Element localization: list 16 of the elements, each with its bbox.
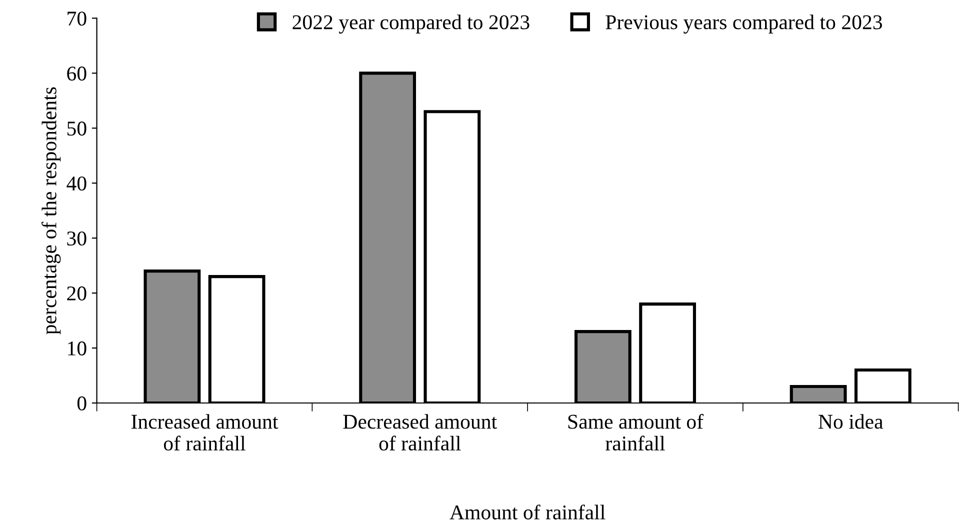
legend-label: 2022 year compared to 2023 xyxy=(292,14,530,34)
x-tick-label: Decreased amount of rainfall xyxy=(343,414,497,451)
y-tick-label: 50 xyxy=(67,122,86,136)
y-tick-label: 70 xyxy=(68,12,86,26)
x-axis-title: Amount of rainfall xyxy=(450,504,606,520)
y-tick-label: 10 xyxy=(68,341,86,356)
y-tick-label: 0 xyxy=(77,396,86,410)
y-axis-title: percentage of the respondents xyxy=(42,87,61,334)
y-tick-label: 40 xyxy=(66,176,86,191)
y-tick-label: 60 xyxy=(67,66,86,81)
y-tick-label: 30 xyxy=(67,231,86,246)
y-tick-label: 20 xyxy=(67,286,86,300)
x-tick-label: Same amount of rainfall xyxy=(568,414,704,451)
x-tick-label: No idea xyxy=(818,414,884,429)
x-tick-label: Increased amount of rainfall xyxy=(131,414,278,451)
legend-label: Previous years compared to 2023 xyxy=(606,14,882,34)
